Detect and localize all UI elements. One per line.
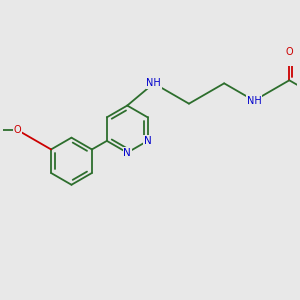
Text: O: O [14, 125, 21, 135]
Text: N: N [144, 136, 152, 146]
Text: O: O [286, 47, 293, 57]
Text: N: N [123, 148, 131, 158]
Text: NH: NH [247, 96, 262, 106]
Text: NH: NH [146, 78, 161, 88]
